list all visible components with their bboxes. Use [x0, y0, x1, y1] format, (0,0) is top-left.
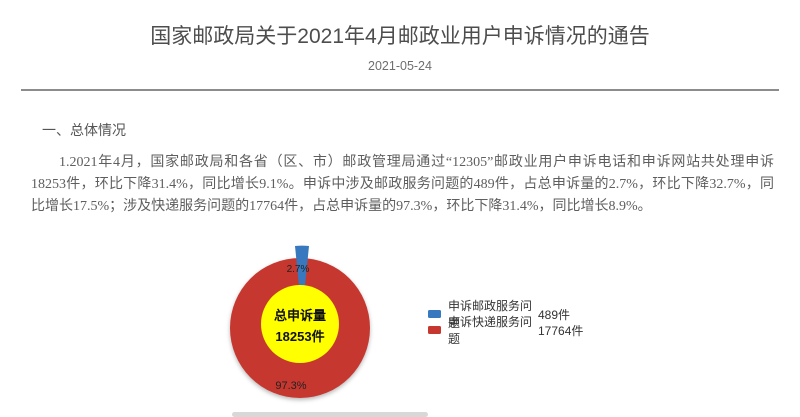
- section-heading: 一、总体情况: [42, 124, 126, 140]
- pie-percent-label-express: 97.3%: [275, 380, 306, 392]
- legend-label: 申诉邮政服务问题: [448, 299, 533, 330]
- complaints-pie-chart: 2.7% 97.3% 总申诉量 18253件: [230, 245, 370, 398]
- legend-swatch-red-icon: [428, 326, 441, 334]
- publish-date: 2021-05-24: [368, 59, 432, 74]
- legend-item-express: 申诉快递服务问题 17764件: [428, 315, 584, 346]
- legend-swatch-blue-icon: [428, 310, 441, 318]
- legend-item-postal: 申诉邮政服务问题 489件: [428, 299, 583, 330]
- legend-label: 申诉快递服务问题: [448, 315, 533, 346]
- pie-center-label-title: 总申诉量: [274, 308, 326, 323]
- chart-bottom-bar: [232, 412, 428, 417]
- pie-percent-label-postal: 2.7%: [287, 264, 310, 275]
- legend-value: 489件: [538, 307, 571, 322]
- divider: [21, 89, 779, 92]
- legend-value: 17764件: [538, 323, 584, 338]
- pie-slice-postal: [295, 245, 309, 316]
- page-title: 国家邮政局关于2021年4月邮政业用户申诉情况的通告: [150, 25, 650, 48]
- pie-center-label-total: 18253件: [275, 329, 324, 344]
- chart-legend: 申诉邮政服务问题 489件 申诉快递服务问题 17764件: [428, 299, 584, 346]
- body-paragraph: 1.2021年4月，国家邮政局和各省（区、市）邮政管理局通过“12305”邮政业…: [31, 155, 774, 215]
- pie-center-circle: [261, 285, 339, 363]
